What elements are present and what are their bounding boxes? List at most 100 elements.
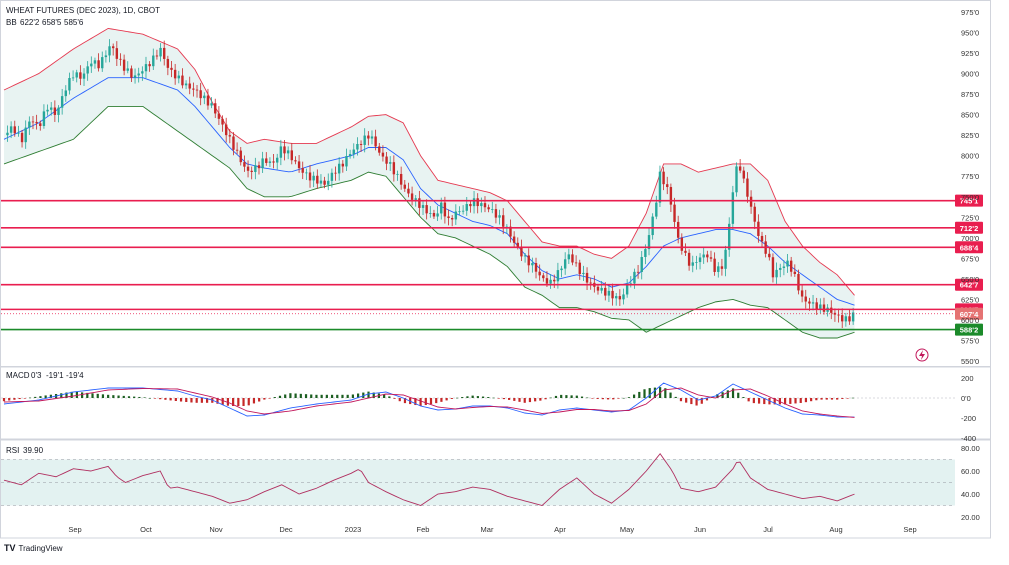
candle-body — [757, 221, 760, 236]
candle-body — [520, 246, 523, 257]
macd-histogram-bar — [273, 397, 276, 398]
macd-histogram-bar — [695, 398, 698, 406]
candle-body — [75, 72, 78, 78]
candle — [170, 60, 173, 78]
macd-histogram-bar — [247, 398, 250, 406]
candle — [680, 233, 684, 255]
candle-body — [155, 55, 159, 57]
macd-pane — [1, 382, 955, 418]
candle — [308, 165, 312, 188]
macd-histogram-bar — [726, 390, 729, 398]
candle — [483, 196, 487, 213]
candle-body — [666, 184, 669, 188]
macd-histogram-bar — [101, 394, 105, 398]
candle-body — [192, 88, 195, 90]
candle — [272, 154, 275, 169]
candle-body — [469, 204, 472, 207]
macd-histogram-bar — [653, 387, 657, 398]
candle — [17, 125, 20, 137]
candle-body — [352, 149, 355, 155]
candle — [432, 209, 436, 219]
footer-brand[interactable]: TradingView — [18, 543, 63, 553]
price-tick-label: 725'0 — [961, 213, 979, 222]
candle-body — [272, 161, 275, 163]
candle-body — [93, 60, 97, 64]
macd-histogram-bar — [13, 398, 16, 400]
price-tick-label: 900'0 — [961, 70, 979, 79]
candle — [283, 140, 286, 161]
candle — [316, 169, 319, 189]
candle — [217, 106, 221, 126]
macd-histogram-bar — [268, 398, 271, 399]
candle — [749, 190, 753, 214]
candle-body — [181, 75, 184, 86]
candle-body — [246, 166, 250, 171]
candle-body — [837, 314, 840, 316]
macd-histogram-bar — [549, 397, 552, 399]
candle-body — [250, 170, 253, 172]
macd-value: 0'3 — [31, 371, 42, 380]
candle-body — [432, 213, 436, 217]
macd-histogram-bar — [367, 391, 370, 398]
macd-label: MACD — [6, 371, 30, 380]
candle-body — [6, 132, 9, 136]
candle — [374, 129, 377, 151]
macd-signal-value: -19'4 — [66, 371, 84, 380]
candle-body — [370, 136, 374, 139]
macd-line-value: -19'1 — [46, 371, 64, 380]
candle-body — [257, 165, 261, 169]
candle — [728, 217, 731, 257]
candle-body — [494, 209, 498, 218]
macd-histogram-bar — [841, 398, 844, 399]
macd-histogram-bar — [825, 398, 828, 400]
candle — [35, 114, 38, 130]
candle-body — [447, 216, 450, 219]
candle — [210, 97, 213, 109]
candle — [396, 170, 399, 181]
candle-body — [625, 283, 629, 295]
candle-body — [170, 67, 173, 70]
candle-body — [472, 198, 476, 207]
macd-histogram-bar — [153, 398, 157, 399]
lightning-icon[interactable] — [915, 348, 929, 362]
candle-body — [367, 135, 370, 139]
candle — [403, 179, 406, 192]
candle — [509, 219, 512, 243]
candle-body — [538, 271, 541, 276]
time-tick-label: Sep — [68, 525, 81, 534]
candle — [312, 171, 315, 188]
candle-body — [658, 171, 662, 203]
macd-histogram-bar — [804, 398, 808, 403]
candle — [173, 63, 177, 85]
candle — [323, 176, 326, 189]
candle-body — [531, 263, 534, 266]
candle — [695, 255, 698, 270]
candle-body — [753, 206, 756, 222]
level-tag-label: 745'1 — [960, 197, 978, 206]
candle — [615, 292, 618, 306]
macd-histogram-bar — [127, 396, 131, 398]
macd-histogram-bar — [39, 396, 42, 398]
candle-body — [82, 73, 86, 79]
macd-histogram-bar — [2, 398, 6, 402]
candle-body — [122, 59, 126, 71]
candle — [717, 262, 720, 278]
candle — [636, 264, 640, 279]
candle-body — [217, 113, 221, 119]
macd-histogram-bar — [112, 395, 115, 398]
macd-histogram-bar — [471, 395, 474, 398]
level-tag — [955, 278, 983, 291]
time-tick-label: May — [620, 525, 634, 534]
macd-histogram-bar — [435, 398, 438, 404]
macd-histogram-bar — [789, 398, 792, 404]
time-tick-label: Jun — [694, 525, 706, 534]
candle — [319, 174, 323, 187]
candle — [93, 57, 97, 69]
candle — [436, 206, 439, 221]
macd-histogram-bar — [8, 398, 11, 401]
candle-body — [615, 296, 618, 299]
candle-body — [410, 193, 414, 200]
candle — [239, 146, 242, 166]
